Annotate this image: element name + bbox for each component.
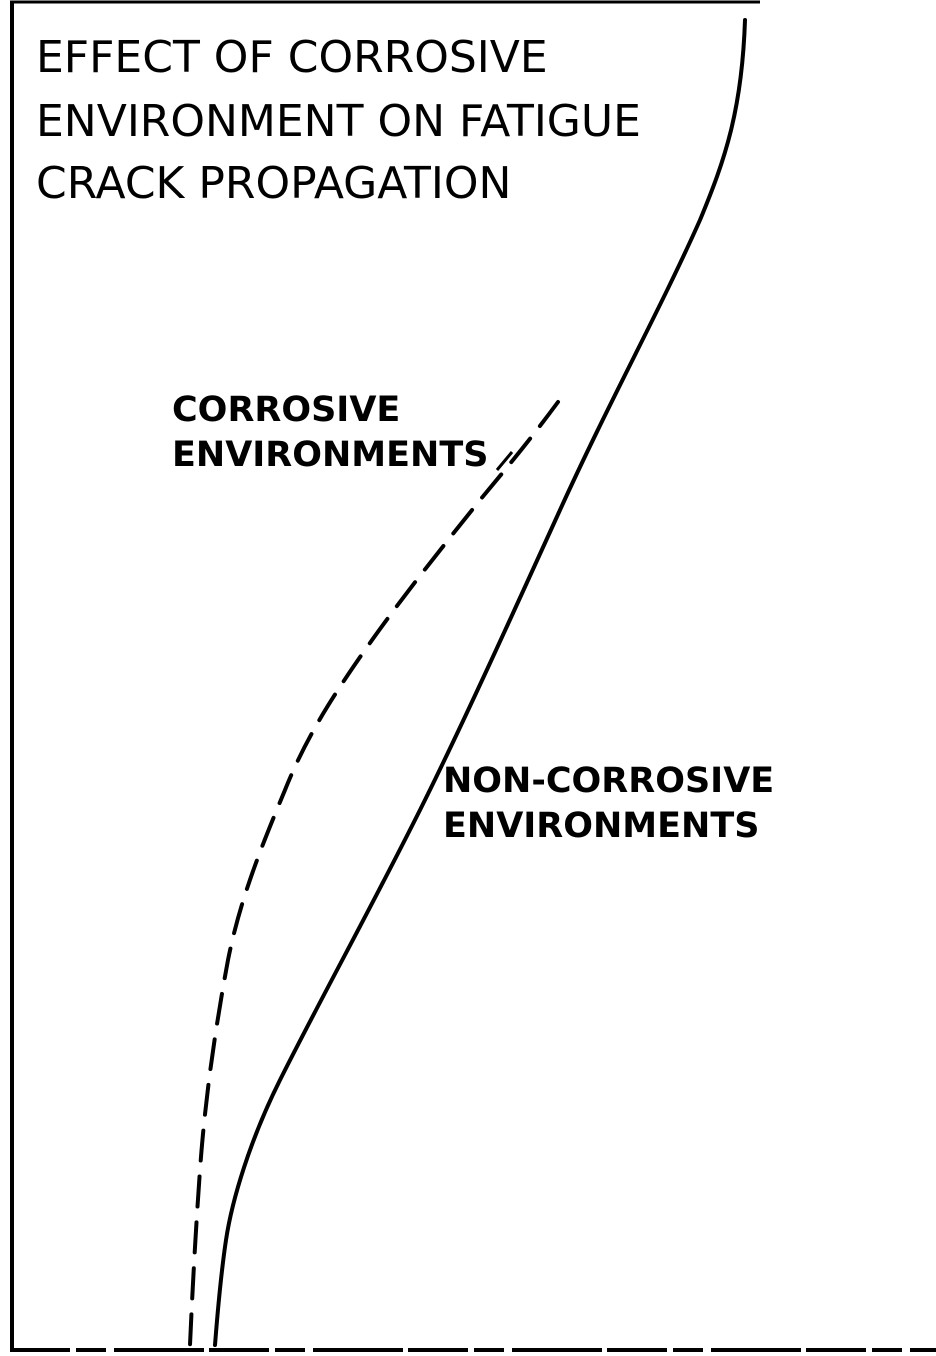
non-corrosive-label: ENVIRONMENTS [443,806,759,846]
corrosive-label: CORROSIVE [172,390,400,430]
title-line: ENVIRONMENT ON FATIGUE [36,96,641,147]
corrosive-label: ENVIRONMENTS [172,435,488,475]
non-corrosive-curve [213,18,747,1347]
corrosive-curve [188,400,560,1347]
title-line: CRACK PROPAGATION [36,158,511,209]
non-corrosive-label: NON-CORROSIVE [443,761,774,801]
leader-line [495,451,514,471]
title-line: EFFECT OF CORROSIVE [36,32,548,83]
